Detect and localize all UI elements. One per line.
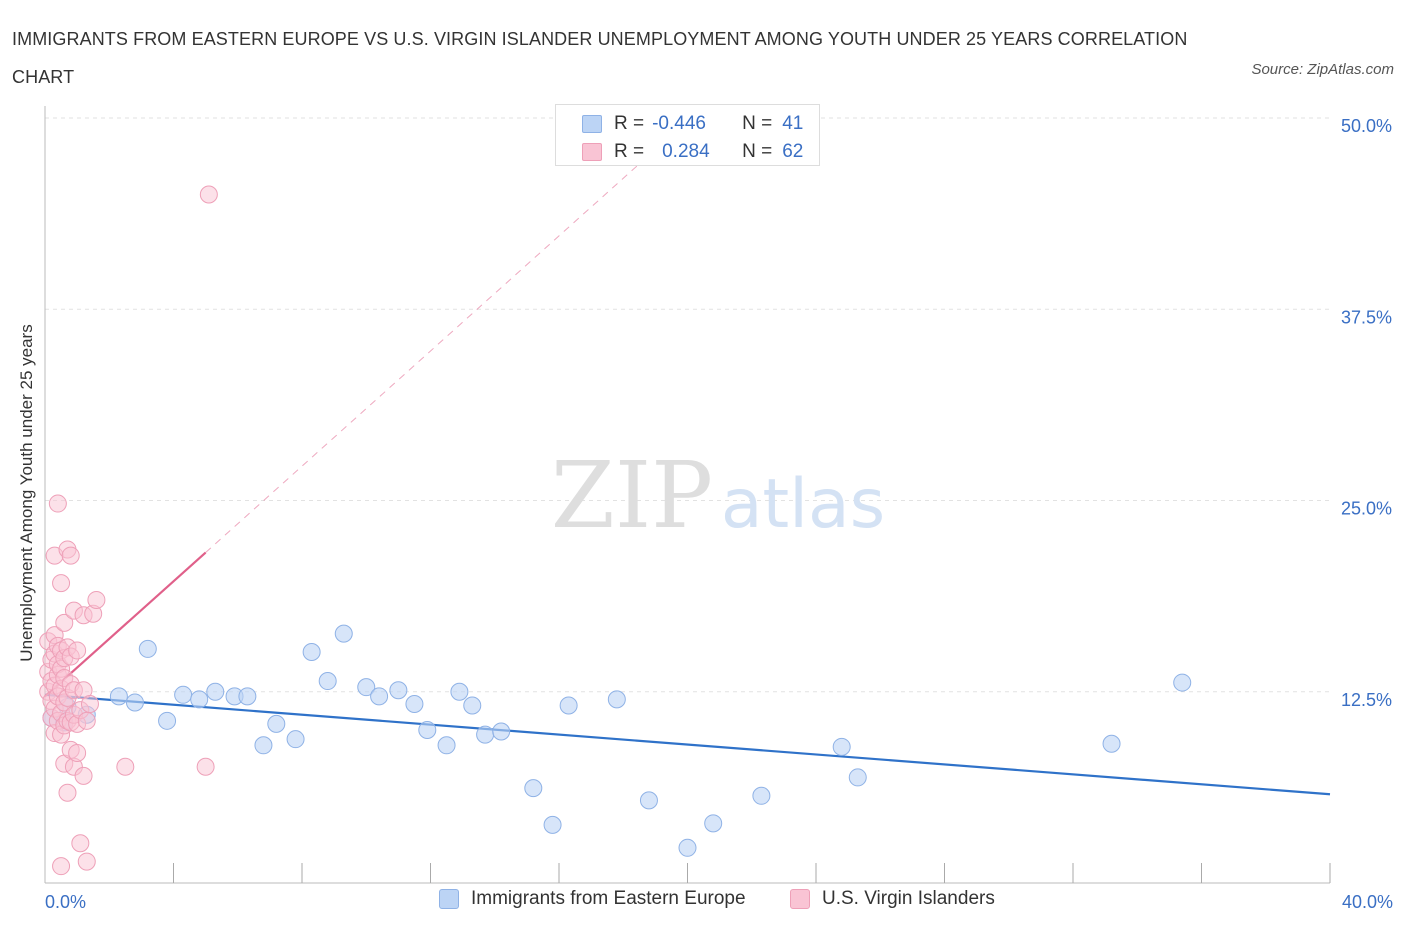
y-tick-label: 12.5% [1341, 690, 1392, 710]
y-axis-label: Unemployment Among Youth under 25 years [17, 324, 36, 662]
point-eastern-europe [492, 722, 511, 741]
point-eastern-europe [1102, 734, 1121, 753]
point-virgin-islanders [77, 711, 96, 730]
point-eastern-europe [848, 768, 867, 787]
y-tick-label: 25.0% [1341, 499, 1392, 519]
point-eastern-europe [357, 678, 376, 697]
point-virgin-islanders [77, 852, 96, 871]
point-virgin-islanders [55, 613, 74, 632]
point-virgin-islanders [74, 766, 93, 785]
legend-n-label: N = [742, 141, 773, 162]
point-virgin-islanders [199, 185, 218, 204]
trendline-eastern-europe [44, 693, 1331, 796]
x-tick-label: 40.0% [1342, 892, 1393, 912]
legend-r-label: R = [614, 113, 645, 134]
point-eastern-europe [704, 814, 723, 833]
y-tick-label: 50.0% [1341, 116, 1392, 136]
y-tick-label: 37.5% [1341, 307, 1392, 327]
point-eastern-europe [370, 687, 389, 706]
point-virgin-islanders [48, 494, 67, 513]
watermark-atlas: atlas [721, 465, 885, 544]
point-eastern-europe [405, 694, 424, 713]
bottom-legend-virgin-islanders: U.S. Virgin Islanders [790, 888, 995, 910]
point-virgin-islanders [71, 834, 90, 853]
chart-title: IMMIGRANTS FROM EASTERN EUROPE VS U.S. V… [12, 29, 1188, 87]
point-virgin-islanders [116, 757, 135, 776]
point-eastern-europe [832, 737, 851, 756]
bottom-legend-eastern-europe: Immigrants from Eastern Europe [439, 888, 746, 910]
point-eastern-europe [174, 685, 193, 704]
trendlines [44, 163, 1331, 796]
point-eastern-europe [158, 711, 177, 730]
point-eastern-europe [524, 779, 543, 798]
point-eastern-europe [302, 642, 321, 661]
point-eastern-europe [389, 681, 408, 700]
bottom-legend-swatch-pink [790, 889, 810, 909]
source-credit: Source: ZipAtlas.com [1251, 61, 1394, 78]
point-eastern-europe [1173, 673, 1192, 692]
legend-n-value: 41 [782, 113, 804, 134]
legend-n-label: N = [742, 113, 773, 134]
point-eastern-europe [318, 672, 337, 691]
point-eastern-europe [639, 791, 658, 810]
point-virgin-islanders [68, 743, 87, 762]
legend-r-value: -0.446 [652, 113, 706, 134]
point-eastern-europe [238, 687, 257, 706]
grid-lines [45, 117, 1330, 693]
point-eastern-europe [286, 730, 305, 749]
point-eastern-europe [125, 693, 144, 712]
point-eastern-europe [559, 696, 578, 715]
x-tick-label: 0.0% [45, 892, 86, 912]
axes [44, 106, 1331, 884]
point-eastern-europe [476, 725, 495, 744]
point-eastern-europe [267, 714, 286, 733]
point-virgin-islanders [58, 783, 77, 802]
point-eastern-europe [752, 786, 771, 805]
point-eastern-europe [138, 639, 157, 658]
legend-r-value: 0.284 [662, 141, 710, 162]
trendline-virgin-islanders-extension [205, 163, 640, 553]
point-eastern-europe [450, 682, 469, 701]
watermark-zip: ZIP [551, 442, 713, 549]
point-eastern-europe [190, 690, 209, 709]
legend-r-label: R = [614, 141, 645, 162]
data-points [39, 185, 1192, 876]
point-virgin-islanders [87, 590, 106, 609]
point-eastern-europe [678, 838, 697, 857]
point-virgin-islanders [52, 857, 71, 876]
point-virgin-islanders [68, 641, 87, 660]
point-eastern-europe [607, 690, 626, 709]
trendline-virgin-islanders [44, 551, 207, 698]
legend-swatch-blue [582, 115, 602, 133]
point-eastern-europe [437, 736, 456, 755]
correlation-legend: R = -0.446 N = 41 R = 0.284 N = 62 [555, 104, 820, 166]
legend-swatch-pink [582, 143, 602, 161]
bottom-legend-label: Immigrants from Eastern Europe [471, 888, 746, 909]
legend-n-value: 62 [782, 141, 804, 162]
bottom-legend-label: U.S. Virgin Islanders [822, 888, 995, 909]
point-eastern-europe [463, 696, 482, 715]
tick-labels: 12.5% 25.0% 37.5% 50.0% 0.0% 40.0% [45, 116, 1393, 912]
bottom-legend-swatch-blue [439, 889, 459, 909]
point-eastern-europe [543, 815, 562, 834]
point-eastern-europe [254, 736, 273, 755]
watermark: ZIP atlas [551, 442, 885, 549]
point-eastern-europe [206, 682, 225, 701]
legend-row-virgin-islanders: R = 0.284 N = 62 [582, 140, 803, 164]
point-virgin-islanders [196, 757, 215, 776]
point-eastern-europe [334, 624, 353, 643]
point-eastern-europe [418, 721, 437, 739]
point-virgin-islanders [52, 574, 71, 593]
point-virgin-islanders [61, 546, 80, 565]
point-virgin-islanders [80, 694, 99, 713]
legend-row-eastern-europe: R = -0.446 N = 41 [582, 112, 803, 136]
point-eastern-europe [109, 687, 128, 706]
